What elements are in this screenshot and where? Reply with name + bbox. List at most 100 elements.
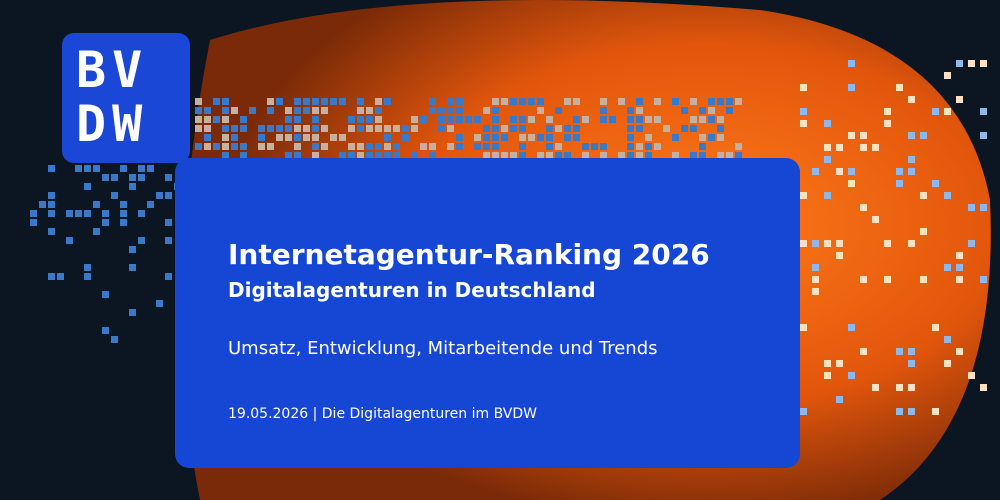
pixel (147, 201, 154, 208)
pixel (735, 143, 742, 150)
pixel (884, 240, 891, 247)
pixel (156, 192, 163, 199)
title: Internetagentur-Ranking 2026 (228, 238, 710, 271)
pixel (836, 168, 843, 175)
pixel (812, 240, 819, 247)
pixel (492, 152, 499, 159)
pixel (546, 116, 553, 123)
pixel (48, 210, 55, 217)
pixel (609, 116, 616, 123)
pixel (195, 116, 202, 123)
pixel (111, 336, 118, 343)
pixel (240, 116, 247, 123)
pixel (636, 107, 643, 114)
pixel (672, 152, 679, 159)
pixel (483, 143, 490, 150)
pixel (312, 134, 319, 141)
pixel (213, 98, 220, 105)
pixel (285, 116, 292, 123)
pixel (896, 180, 903, 187)
pixel (968, 240, 975, 247)
pixel (546, 134, 553, 141)
pixel (860, 276, 867, 283)
pixel (636, 152, 643, 159)
pixel (438, 107, 445, 114)
pixel (321, 143, 328, 150)
pixel (129, 264, 136, 271)
pixel (800, 84, 807, 91)
pixel (285, 125, 292, 132)
pixel (645, 116, 652, 123)
pixel (573, 125, 580, 132)
pixel (348, 116, 355, 123)
pixel (528, 98, 535, 105)
pixel (222, 152, 229, 159)
pixel (447, 125, 454, 132)
pixel (956, 264, 963, 271)
pixel (956, 348, 963, 355)
pixel (303, 134, 310, 141)
pixel (627, 107, 634, 114)
pixel-pattern (30, 60, 987, 415)
pixel (267, 143, 274, 150)
pixel (312, 116, 319, 123)
pixel (627, 116, 634, 123)
pixel (501, 134, 508, 141)
pixel (519, 134, 526, 141)
pixel (636, 143, 643, 150)
pixel (848, 132, 855, 139)
pixel (537, 134, 544, 141)
pixel (681, 125, 688, 132)
pixel (165, 219, 172, 226)
pixel (618, 98, 625, 105)
pixel (708, 107, 715, 114)
pixel (510, 98, 517, 105)
pixel (908, 240, 915, 247)
pixel (165, 192, 172, 199)
pixel (102, 219, 109, 226)
pixel (824, 240, 831, 247)
pixel (429, 152, 436, 159)
pixel (672, 98, 679, 105)
pixel (681, 107, 688, 114)
pixel (824, 360, 831, 367)
pixel (447, 143, 454, 150)
pixel (510, 152, 517, 159)
pixel (357, 143, 364, 150)
pixel (690, 98, 697, 105)
pixel (375, 98, 382, 105)
pixel (884, 108, 891, 115)
pixel (555, 125, 562, 132)
pixel (120, 210, 127, 217)
pixel (222, 143, 229, 150)
pixel (57, 273, 64, 280)
pixel (348, 125, 355, 132)
pixel (708, 98, 715, 105)
pixel (492, 125, 499, 132)
pixel (896, 84, 903, 91)
pixel (258, 125, 265, 132)
pixel (980, 384, 987, 391)
pixel (357, 107, 364, 114)
pixel (980, 60, 987, 67)
pixel (717, 98, 724, 105)
pixel (932, 180, 939, 187)
pixel (573, 134, 580, 141)
pixel (636, 98, 643, 105)
pixel (836, 396, 843, 403)
pixel (944, 336, 951, 343)
pixel (48, 192, 55, 199)
pixel (231, 107, 238, 114)
pixel (348, 152, 355, 159)
pixel (285, 152, 292, 159)
pixel (321, 125, 328, 132)
pixel (330, 98, 337, 105)
logo-bottom: DW (76, 95, 149, 153)
pixel (249, 107, 256, 114)
pixel (339, 134, 346, 141)
pixel (699, 107, 706, 114)
pixel (564, 134, 571, 141)
pixel (735, 152, 742, 159)
pixel (492, 98, 499, 105)
pixel (519, 125, 526, 132)
